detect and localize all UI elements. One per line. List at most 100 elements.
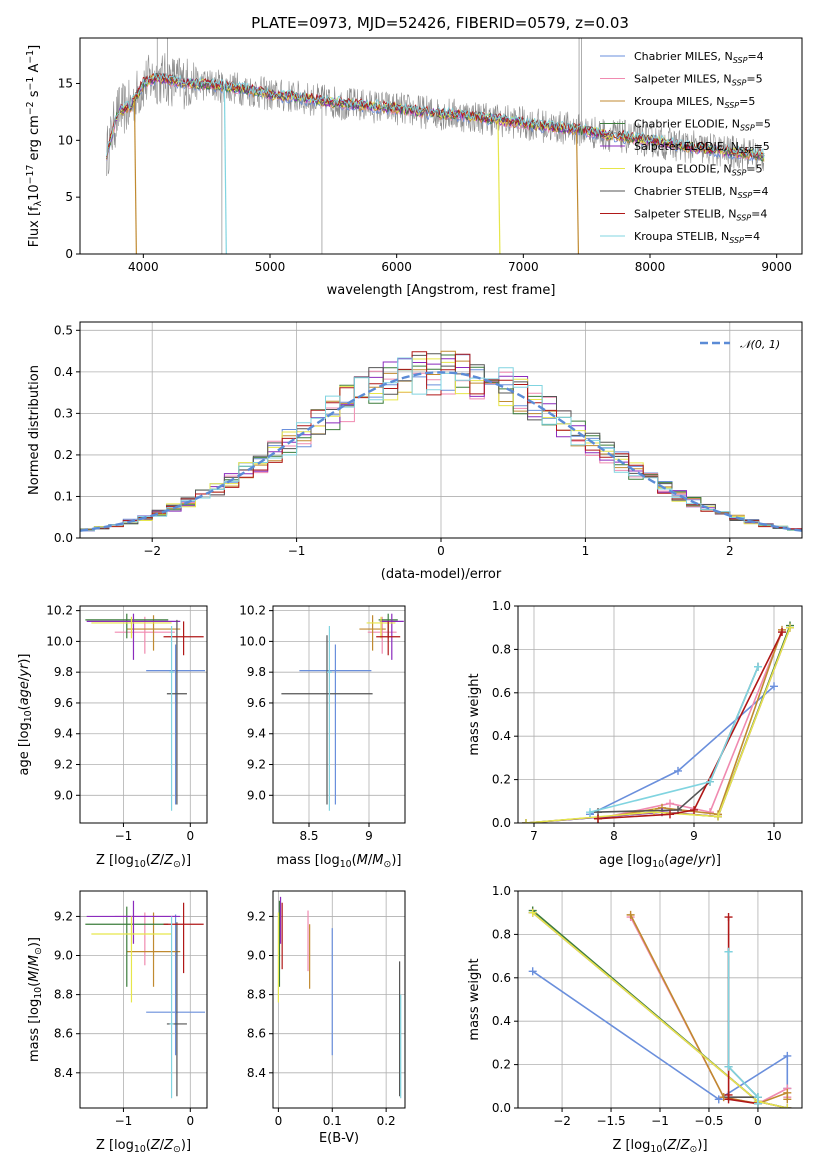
- mass-weight-marker: [666, 810, 674, 819]
- text-part: M: [357, 853, 368, 868]
- text-part: (: [664, 853, 669, 868]
- mass-weight-marker: [522, 819, 530, 823]
- y-tick-label: 0: [65, 247, 73, 261]
- text-part: Z [log: [96, 1138, 134, 1153]
- y-axis-label: Normed distribution: [27, 365, 42, 495]
- ticks: −1 0 8.4 8.6 8.8 9.0 9.2: [54, 909, 194, 1128]
- legend-name: Chabrier STELIB, N: [634, 185, 738, 198]
- x-tick-label: −1.5: [596, 1114, 625, 1128]
- y-tick-label: 10.0: [46, 634, 73, 648]
- ticks: 8.5 9 9.0 9.2 9.4 9.6 9.8 10.0 10.2: [239, 604, 373, 843]
- text-part: ]: [27, 45, 42, 50]
- text-part: Z: [680, 1138, 691, 1153]
- y-tick-label: 0.2: [492, 1058, 511, 1072]
- text-part: 10: [340, 859, 352, 870]
- age-vs-metallicity-panel: −1 09.09.29.49.69.810.010.2Z [log10(Z/Z⊙)…: [17, 604, 208, 870]
- y-tick-label: 0.2: [492, 773, 511, 787]
- x-tick-label: 8000: [635, 260, 666, 274]
- text-part: (: [146, 853, 151, 868]
- plot-area: [528, 906, 792, 1108]
- text-part: 10: [652, 859, 664, 870]
- plot-area: [106, 38, 765, 254]
- y-tick-label: 8.6: [54, 1027, 73, 1041]
- x-tick-label: 0: [437, 544, 445, 558]
- legend-subscript: SSP: [736, 214, 751, 223]
- ticks: 4000 5000 6000 7000 8000 9000 0 5 10 15: [58, 76, 792, 274]
- grid: [80, 606, 207, 823]
- y-tick-label: 0.8: [492, 927, 511, 941]
- mass-weight-marker: [783, 1095, 792, 1104]
- x-tick-label: 2: [726, 544, 734, 558]
- text-part: Flux [f: [27, 206, 42, 247]
- legend-name: Kroupa STELIB, N: [634, 230, 729, 243]
- text-part: mass [log: [277, 853, 340, 868]
- mass-weight-marker: [626, 910, 635, 919]
- legend-name: Salpeter ELODIE, N: [634, 140, 739, 153]
- y-axis-label: mass [log10(M/M⊙)]: [27, 937, 44, 1062]
- text-part: M: [27, 955, 42, 966]
- text-part: (: [662, 1138, 667, 1153]
- x-axis-label: (data-model)/error: [381, 567, 502, 582]
- mass-weight-marker: [778, 628, 786, 637]
- text-part: −2: [25, 101, 36, 115]
- spectrum-panel: 4000 5000 6000 7000 8000 9000 0 5 10 15 wavelength…: [25, 37, 803, 298]
- y-tick-label: 9.0: [247, 949, 266, 963]
- x-tick-label: 7000: [508, 260, 539, 274]
- plot-area: [85, 613, 205, 811]
- text-part: )]: [711, 853, 721, 868]
- y-tick-label: 0.0: [492, 816, 511, 830]
- mass-weight-marker: [706, 808, 714, 817]
- mass-weight-marker: [754, 662, 762, 671]
- x-tick-label: 0: [186, 1114, 194, 1128]
- y-tick-label: 9.6: [54, 696, 73, 710]
- y-tick-label: 0.6: [492, 686, 511, 700]
- legend-subscript: SSP: [739, 146, 754, 155]
- text-part: Z: [666, 1138, 677, 1153]
- y-axis-label: mass weight: [467, 958, 482, 1040]
- mass-weight-line: [597, 631, 783, 820]
- legend-subscript: SSP: [733, 56, 748, 65]
- x-axis-label: Z [log10(Z/Z⊙)]: [612, 1138, 707, 1155]
- legend-name: Chabrier MILES, N: [634, 50, 733, 63]
- mass-weight-marker: [753, 1099, 762, 1108]
- axes-frame: [517, 605, 803, 824]
- legend-label: Salpeter ELODIE, NSSP=5: [634, 140, 770, 155]
- text-part: )]: [181, 1138, 191, 1153]
- text-part: 10: [134, 1144, 146, 1155]
- text-part: /: [160, 1138, 165, 1153]
- mass-weight-marker: [724, 913, 733, 922]
- y-tick-label: 9.2: [54, 758, 73, 772]
- x-axis-label: Z [log10(Z/Z⊙)]: [96, 1138, 191, 1155]
- ticks: 0 0.1 0.2 8.4 8.6 8.8 9.0 9.2: [247, 909, 396, 1128]
- plot-area: [522, 621, 794, 823]
- x-tick-label: 8: [610, 829, 618, 843]
- plot-area: [277, 896, 402, 1099]
- mass-weight-marker: [690, 805, 698, 814]
- model-gap-line: [133, 99, 137, 254]
- text-part: /: [27, 966, 42, 971]
- ticks: 7 8 9 10 0.0 0.2 0.4 0.6 0.8 1.0: [492, 599, 782, 843]
- text-part: s: [27, 90, 42, 101]
- y-axis-label: age [log10(age/yr)]: [17, 653, 34, 775]
- mass-weight-marker: [674, 766, 682, 775]
- x-tick-label: 9: [690, 829, 698, 843]
- legend-label: Kroupa ELODIE, NSSP=5: [634, 163, 763, 178]
- y-tick-label: 0.0: [492, 1101, 511, 1115]
- y-tick-label: 9.2: [54, 909, 73, 923]
- x-tick-label: −0.5: [694, 1114, 723, 1128]
- legend-name: Kroupa MILES, N: [634, 95, 724, 108]
- y-tick-label: 9.6: [247, 696, 266, 710]
- x-tick-label: 0.1: [323, 1114, 342, 1128]
- y-tick-label: 8.6: [247, 1027, 266, 1041]
- text-part: /: [676, 1138, 681, 1153]
- y-tick-label: 1.0: [492, 599, 511, 613]
- y-tick-label: 15: [58, 76, 73, 90]
- mass-weight-marker: [770, 682, 778, 691]
- text-part: 10: [23, 710, 34, 722]
- grid: [273, 606, 405, 823]
- y-tick-label: 8.8: [54, 988, 73, 1002]
- legend-count: =5: [755, 118, 771, 131]
- text-part: )]: [17, 653, 32, 663]
